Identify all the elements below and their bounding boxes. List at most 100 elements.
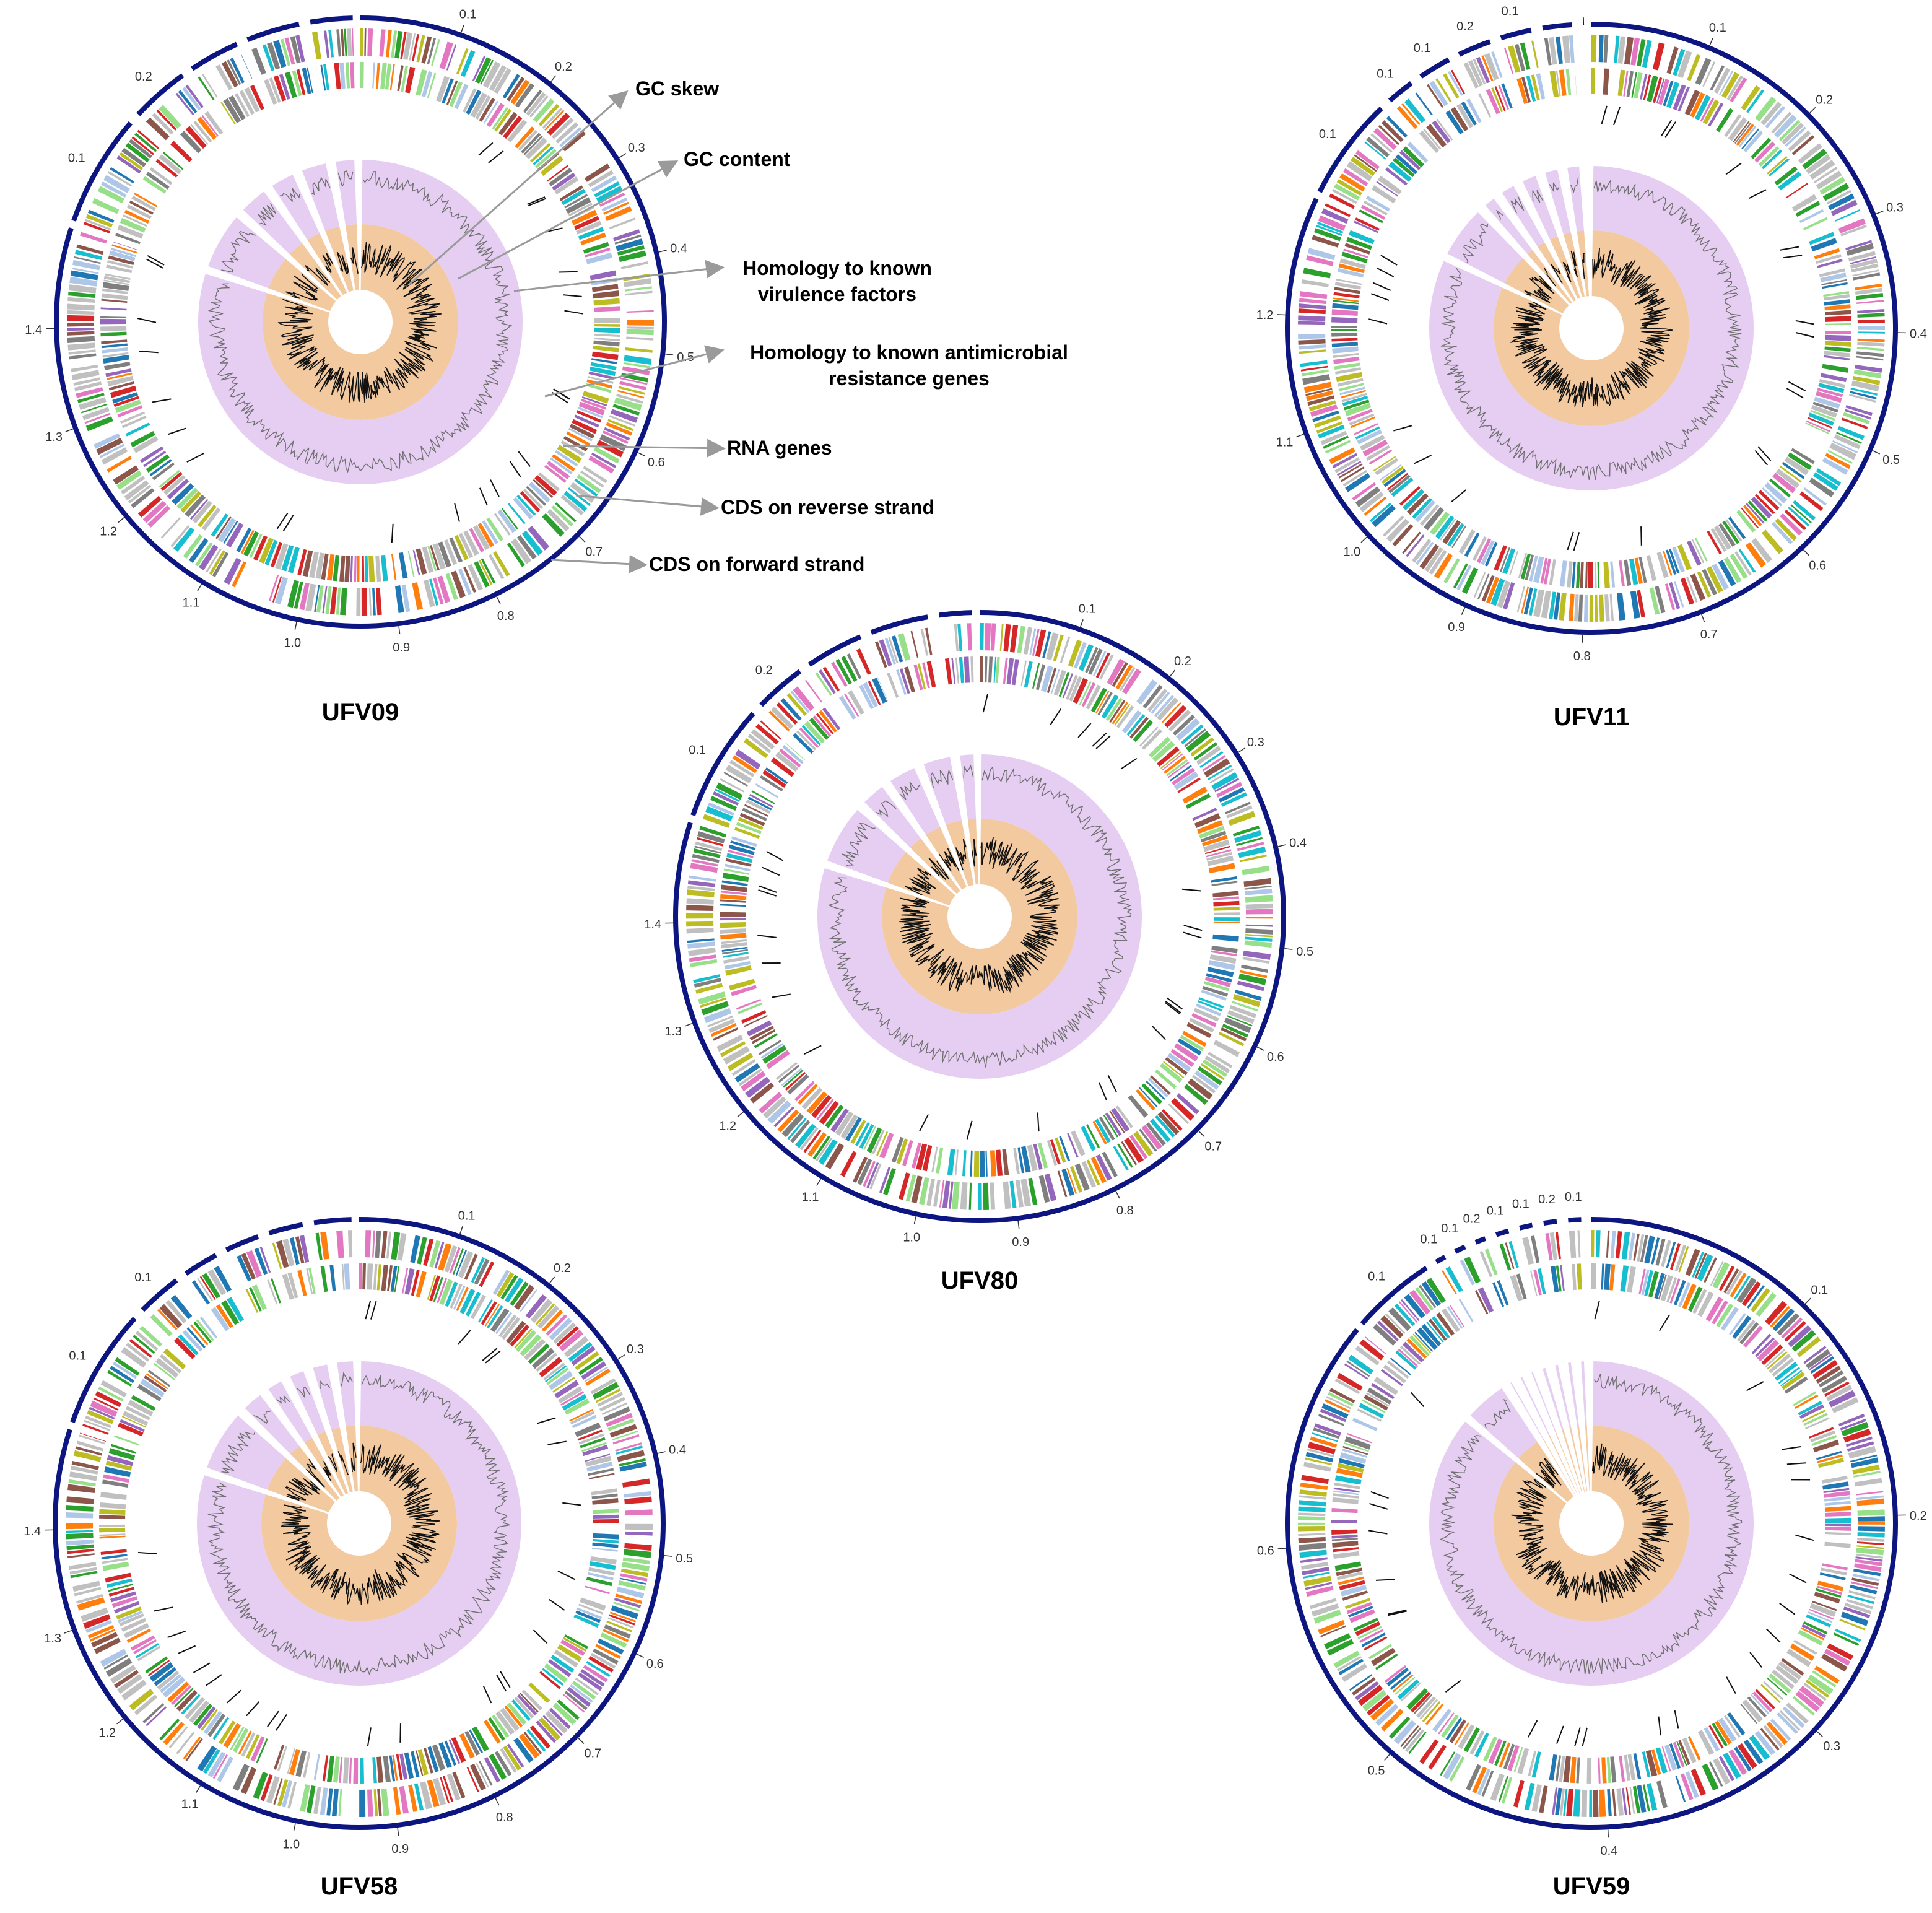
cds-reverse-feature xyxy=(381,555,388,582)
cds-forward-feature xyxy=(1858,339,1885,342)
cds-reverse-feature xyxy=(720,912,746,917)
rna-gene xyxy=(206,1675,222,1686)
scale-label: 0.7 xyxy=(1700,628,1718,642)
cds-reverse-feature xyxy=(1656,552,1668,578)
cds-reverse-feature xyxy=(1352,1418,1378,1431)
cds-reverse-feature xyxy=(99,1515,125,1519)
rna-gene xyxy=(983,694,988,712)
cds-reverse-feature xyxy=(996,1150,1003,1176)
cds-reverse-feature xyxy=(372,1757,377,1783)
cds-forward-feature xyxy=(1300,1557,1328,1563)
rna-gene xyxy=(534,1630,547,1643)
scale-label: 0.6 xyxy=(1257,1545,1274,1558)
cds-forward-feature xyxy=(688,948,716,956)
cds-forward-feature xyxy=(67,1553,95,1558)
rna-gene xyxy=(1368,319,1387,323)
contig-scale-label: 0.2 xyxy=(755,664,773,678)
cds-forward-feature xyxy=(1857,342,1884,347)
cds-forward-feature xyxy=(621,261,648,269)
contig-scale-label: 0.2 xyxy=(1538,1193,1556,1206)
rna-gene xyxy=(1782,1447,1801,1450)
scale-label: 1.1 xyxy=(183,596,200,610)
cds-forward-feature xyxy=(1299,1543,1326,1551)
scale-label: 0.1 xyxy=(1079,602,1096,616)
legend-cds-reverse: CDS on reverse strand xyxy=(721,494,934,520)
cds-forward-feature xyxy=(624,1549,651,1558)
cds-reverse-feature xyxy=(346,62,350,88)
cds-reverse-feature xyxy=(353,1758,358,1784)
cds-reverse-feature xyxy=(343,1757,349,1783)
cds-forward-feature xyxy=(1355,150,1380,170)
scale-tick xyxy=(1081,619,1083,627)
rna-gene xyxy=(1726,1677,1736,1694)
cds-reverse-feature xyxy=(1332,347,1359,354)
rna-gene xyxy=(1121,759,1137,769)
cds-forward-feature xyxy=(1298,1533,1325,1536)
cds-forward-feature xyxy=(1591,1230,1595,1257)
cds-forward-feature xyxy=(985,623,991,650)
scale-label: 0.6 xyxy=(1809,559,1826,572)
cds-forward-feature xyxy=(1245,928,1273,935)
cds-reverse-feature xyxy=(1767,156,1787,175)
scale-tick xyxy=(1170,670,1175,676)
rna-gene xyxy=(168,1631,186,1637)
rna-gene xyxy=(1583,1728,1587,1746)
cds-reverse-feature xyxy=(1822,364,1848,373)
scale-label: 0.8 xyxy=(1573,650,1591,663)
cds-reverse-feature xyxy=(1576,1757,1580,1783)
scale-tick xyxy=(1257,1047,1264,1051)
cds-reverse-feature xyxy=(1150,1075,1170,1095)
contig-scale-label: 0.2 xyxy=(135,70,152,84)
cds-forward-feature xyxy=(689,876,716,882)
cds-reverse-feature xyxy=(360,62,364,88)
cds-reverse-feature xyxy=(381,1265,388,1291)
cds-forward-feature xyxy=(386,1231,391,1258)
cds-reverse-feature xyxy=(1332,303,1358,310)
cds-forward-feature xyxy=(360,28,363,56)
cds-reverse-feature xyxy=(1213,901,1239,907)
scale-tick xyxy=(118,518,124,523)
cds-forward-feature xyxy=(376,588,382,615)
cds-reverse-feature xyxy=(1824,346,1850,352)
cds-reverse-feature xyxy=(314,1754,320,1780)
cds-reverse-feature xyxy=(1572,1264,1577,1290)
cds-reverse-feature xyxy=(100,326,126,331)
contig-scale-label: 0.1 xyxy=(1502,5,1519,19)
cds-reverse-feature xyxy=(1598,562,1600,588)
cds-reverse-feature xyxy=(720,928,746,934)
scale-tick xyxy=(580,536,585,542)
cds-reverse-feature xyxy=(1332,342,1358,347)
rna-gene xyxy=(490,480,499,497)
cds-forward-feature xyxy=(1858,331,1885,333)
contig-backbone xyxy=(939,610,972,617)
cds-forward-feature xyxy=(686,913,713,919)
cds-reverse-feature xyxy=(990,1150,996,1176)
rna-gene xyxy=(549,1600,564,1610)
cds-forward-feature xyxy=(224,558,241,585)
cds-forward-feature xyxy=(1855,1478,1882,1487)
rna-gene xyxy=(1575,1727,1580,1746)
cds-reverse-feature xyxy=(100,1502,126,1509)
cds-forward-feature xyxy=(379,29,385,56)
rna-gene xyxy=(1184,925,1203,930)
cds-forward-feature xyxy=(377,1789,381,1816)
scale-label: 0.4 xyxy=(1910,328,1927,341)
cds-forward-feature xyxy=(1242,866,1269,876)
cds-reverse-feature xyxy=(593,1509,619,1514)
cds-forward-feature xyxy=(1702,1763,1718,1790)
cds-forward-feature xyxy=(609,217,635,229)
rna-gene xyxy=(1411,1393,1424,1407)
gc-content-ring xyxy=(960,754,976,819)
cds-forward-feature xyxy=(1856,356,1883,360)
cds-reverse-feature xyxy=(945,658,952,684)
cds-reverse-feature xyxy=(720,894,746,900)
legend-amr: Homology to known antimicrobial resistan… xyxy=(723,339,1095,391)
genome-map-ufv58: 0.10.20.30.40.50.60.70.80.91.01.11.21.31… xyxy=(24,1209,693,1855)
rna-gene xyxy=(1660,1315,1669,1331)
cds-reverse-feature xyxy=(1825,341,1851,346)
cds-reverse-feature xyxy=(1160,1063,1183,1083)
contig-backbone xyxy=(871,614,928,635)
rna-gene xyxy=(1567,532,1573,550)
contig-scale-label: 0.2 xyxy=(1463,1213,1481,1226)
rna-gene xyxy=(484,1686,492,1703)
